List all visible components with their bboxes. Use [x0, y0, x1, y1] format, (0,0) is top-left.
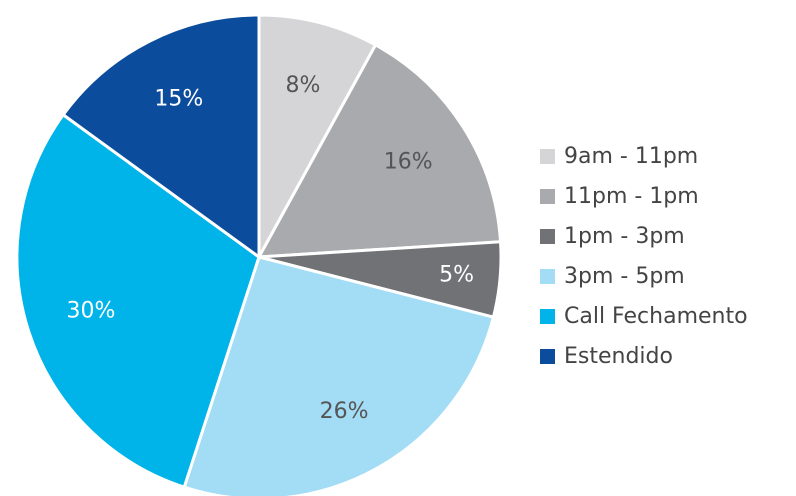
- legend-label: 9am - 11pm: [564, 144, 698, 169]
- legend-swatch: [540, 189, 555, 204]
- legend-label: 1pm - 3pm: [564, 224, 685, 249]
- legend-swatch: [540, 229, 555, 244]
- legend-swatch: [540, 269, 555, 284]
- pie-slice: [257, 13, 378, 258]
- slice-label: 30%: [67, 299, 116, 324]
- pie-slice: [256, 42, 503, 259]
- legend-label: 11pm - 1pm: [564, 184, 699, 209]
- slice-label: 26%: [320, 399, 369, 424]
- legend-swatch: [540, 349, 555, 364]
- pie-slice: [182, 255, 496, 496]
- pie-slice: [15, 112, 261, 490]
- slice-label: 5%: [439, 263, 474, 288]
- slice-label: 15%: [154, 87, 203, 112]
- slice-label: 8%: [285, 73, 320, 98]
- legend-swatch: [540, 309, 555, 324]
- legend-label: Call Fechamento: [564, 304, 748, 329]
- pie-slice: [61, 13, 261, 260]
- legend-label: Estendido: [564, 344, 673, 369]
- legend-swatch: [540, 149, 555, 164]
- legend-label: 3pm - 5pm: [564, 264, 685, 289]
- slice-label: 16%: [384, 149, 433, 174]
